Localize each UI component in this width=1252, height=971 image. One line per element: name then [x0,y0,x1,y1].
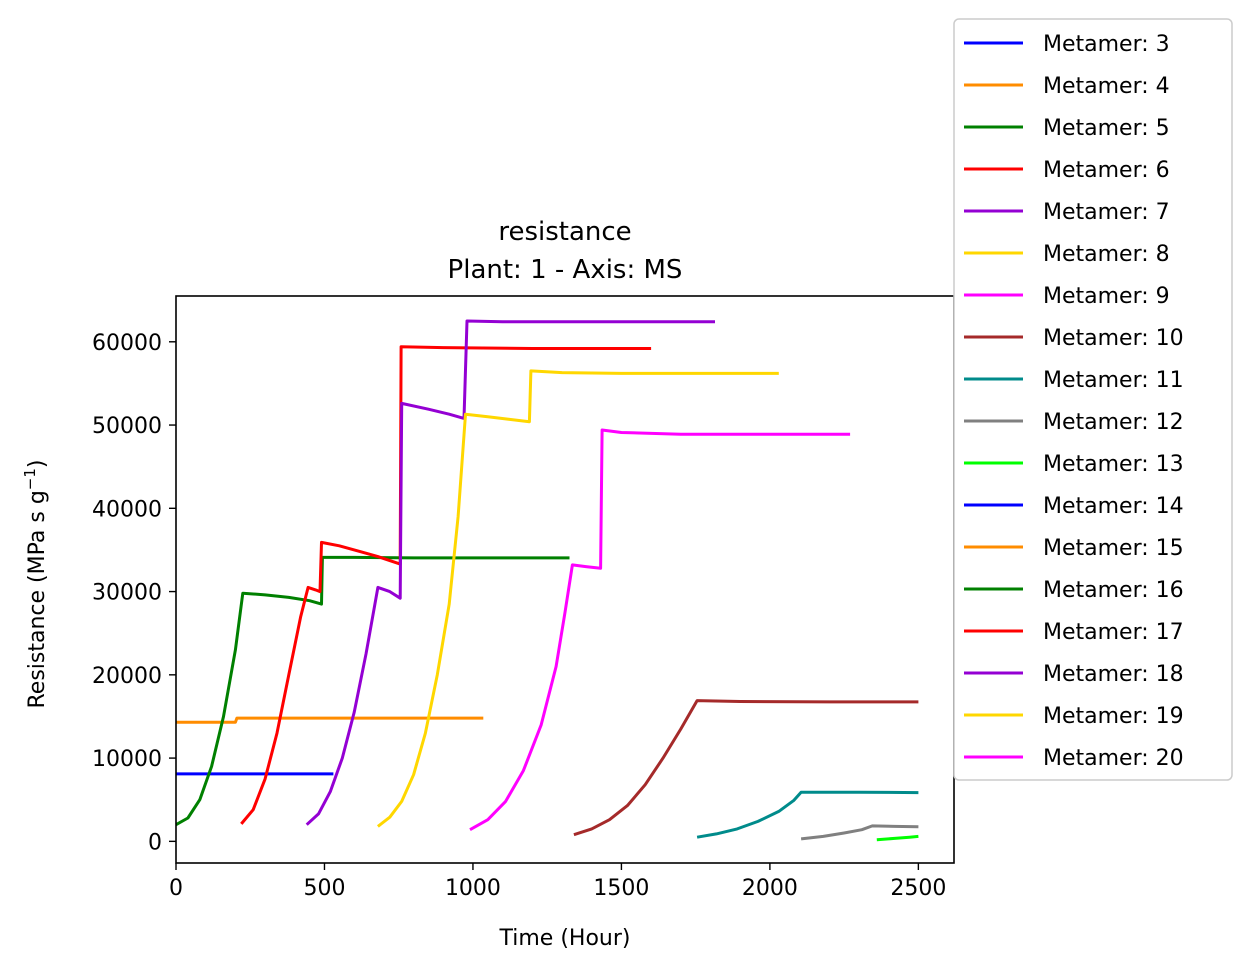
x-tick-label: 2500 [890,876,946,901]
plot-area [176,296,954,863]
y-axis-label-sup: −1 [21,468,39,490]
legend-entry: Metamer: 15 [964,536,1184,561]
y-tick-label: 60000 [92,331,162,356]
x-tick-label: 1000 [445,876,501,901]
legend-entry: Metamer: 5 [964,116,1170,141]
series-line-metamer-4 [176,716,484,724]
legend-entry: Metamer: 17 [964,620,1184,645]
legend-entry: Metamer: 14 [964,494,1184,519]
legend-entry: Metamer: 13 [964,452,1184,477]
series-layer [175,319,919,842]
y-axis: 0 10000 20000 30000 40000 50000 60000 [92,331,176,855]
legend-label: Metamer: 8 [1043,242,1170,267]
legend-label: Metamer: 17 [1043,620,1184,645]
legend-label: Metamer: 20 [1043,746,1184,771]
legend-entry: Metamer: 18 [964,662,1184,687]
legend-entry: Metamer: 4 [964,74,1170,99]
legend-label: Metamer: 18 [1043,662,1184,687]
series-line-metamer-6 [240,345,652,825]
legend-label: Metamer: 6 [1043,158,1170,183]
y-axis-label: Resistance (MPa s g−1) [21,460,50,709]
legend-label: Metamer: 13 [1043,452,1184,477]
y-tick-label: 0 [148,830,162,855]
legend-entry: Metamer: 19 [964,704,1184,729]
y-axis-label-main: Resistance (MPa s g [25,490,50,708]
series-line-metamer-7 [305,319,715,826]
legend-entry: Metamer: 9 [964,284,1170,309]
y-axis-label-end: ) [25,460,50,469]
legend-label: Metamer: 10 [1043,326,1184,351]
legend-label: Metamer: 15 [1043,536,1184,561]
x-axis-label: Time (Hour) [499,926,631,951]
legend-label: Metamer: 16 [1043,578,1184,603]
series-line-metamer-5 [175,555,570,827]
legend-entry: Metamer: 3 [964,32,1170,57]
legend-entry: Metamer: 16 [964,578,1184,603]
chart-subtitle: Plant: 1 - Axis: MS [448,255,683,285]
x-tick-label: 1500 [593,876,649,901]
y-tick-label: 20000 [92,664,162,689]
x-tick-label: 2000 [742,876,798,901]
y-tick-label: 50000 [92,414,162,439]
legend-label: Metamer: 5 [1043,116,1170,141]
series-line-metamer-13 [876,834,919,842]
y-tick-label: 10000 [92,747,162,772]
y-tick-label: 40000 [92,497,162,522]
legend-entry: Metamer: 10 [964,326,1184,351]
legend-entry: Metamer: 11 [964,368,1184,393]
legend-entry: Metamer: 8 [964,242,1170,267]
legend-entry: Metamer: 6 [964,158,1170,183]
y-tick-label: 30000 [92,581,162,606]
x-axis: 0 500 1000 1500 2000 2500 [169,863,946,901]
legend-box [953,18,1233,781]
series-line-metamer-9 [469,428,851,832]
legend-label: Metamer: 9 [1043,284,1170,309]
legend-label: Metamer: 12 [1043,410,1184,435]
legend-label: Metamer: 3 [1043,32,1170,57]
series-line-metamer-10 [573,699,919,837]
chart-title: resistance [498,217,631,247]
x-tick-label: 500 [303,876,345,901]
x-tick-label: 0 [169,876,183,901]
series-line-metamer-8 [376,369,779,828]
legend-entry: Metamer: 20 [964,746,1184,771]
legend-entry: Metamer: 12 [964,410,1184,435]
series-line-metamer-12 [800,824,919,841]
legend-label: Metamer: 11 [1043,368,1184,393]
legend: Metamer: 3 Metamer: 4 Metamer: 5 Metamer: 6… [964,32,1184,771]
legend-label: Metamer: 14 [1043,494,1184,519]
legend-entry: Metamer: 7 [964,200,1170,225]
legend-label: Metamer: 4 [1043,74,1170,99]
series-line-metamer-11 [696,790,919,839]
legend-label: Metamer: 19 [1043,704,1184,729]
legend-label: Metamer: 7 [1043,200,1170,225]
